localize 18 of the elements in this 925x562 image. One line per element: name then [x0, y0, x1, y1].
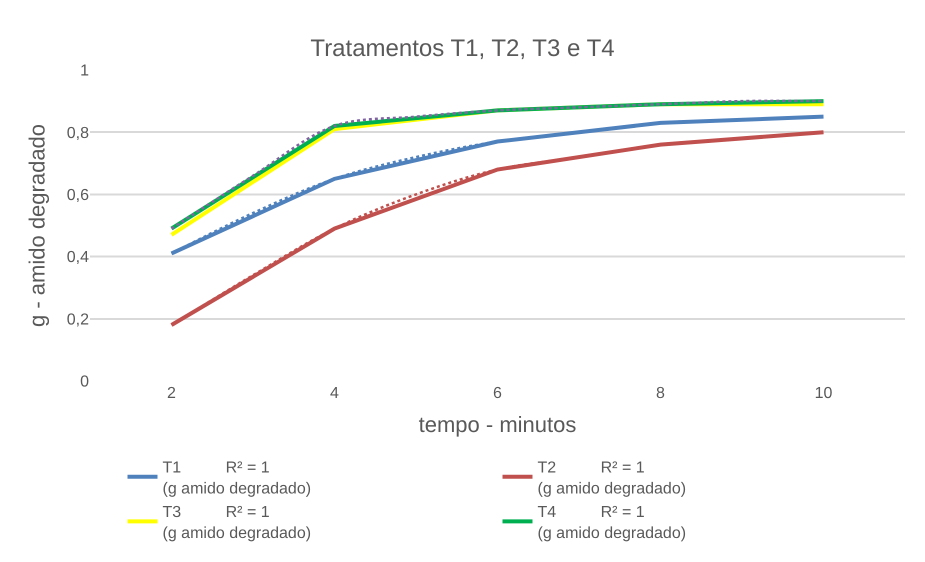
y-tick-label: 0,8 [66, 124, 90, 142]
x-tick-label: 6 [493, 385, 502, 402]
y-axis-title: g - amido degradado [24, 124, 50, 328]
y-tick-label: 0,4 [66, 249, 90, 266]
legend-label: T2 R² = 1 (g amido degradado) [538, 460, 686, 498]
chart-title: Tratamentos T1, T2, T3 e T4 [310, 35, 615, 62]
x-tick-label: 10 [814, 385, 832, 402]
x-tick-label: 8 [656, 385, 666, 402]
legend-label: T4 R² = 1 (g amido degradado) [538, 504, 686, 542]
x-axis-title: tempo - minutos [418, 412, 576, 437]
y-tick-label: 1 [80, 62, 90, 80]
x-tick-label: 4 [330, 385, 340, 402]
legend-label: T3 R² = 1 (g amido degradado) [162, 504, 312, 542]
legend-label: T1 R² = 1 (g amido degradado) [162, 460, 312, 498]
x-tick-label: 2 [167, 385, 176, 402]
y-tick-label: 0,2 [66, 311, 90, 328]
y-tick-label: 0,6 [66, 187, 90, 204]
y-tick-label: 0 [80, 374, 90, 391]
